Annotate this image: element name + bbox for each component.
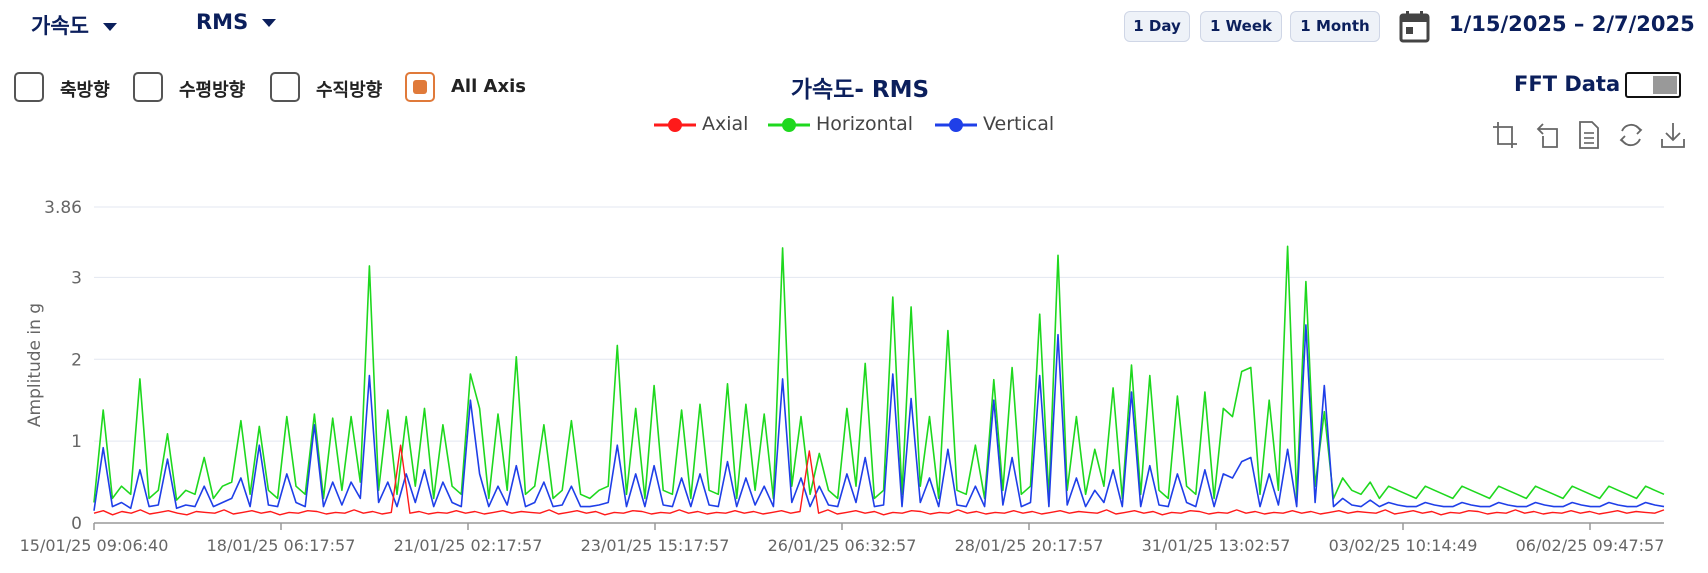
- data-view-icon[interactable]: [1575, 120, 1603, 150]
- toggle-knob: [1653, 76, 1677, 94]
- y-axis-ticks: 0 1 2 3 3.86: [44, 198, 82, 534]
- checkbox-box[interactable]: [133, 72, 163, 102]
- date-range-text[interactable]: 1/15/2025 – 2/7/2025: [1449, 12, 1695, 36]
- x-tick-label: 03/02/25 10:14:49: [1329, 536, 1478, 555]
- chevron-down-icon: [102, 23, 117, 31]
- x-tick-label: 06/02/25 09:47:57: [1516, 536, 1665, 555]
- grid-lines: [94, 206, 1664, 442]
- y-tick-label: 1: [71, 432, 82, 452]
- range-1-week-button[interactable]: 1 Week: [1200, 11, 1282, 42]
- filter-label: 수평방향: [179, 80, 246, 101]
- x-tick-label: 26/01/25 06:32:57: [768, 536, 917, 555]
- fft-data-label: FFT Data: [1514, 72, 1621, 96]
- zoom-reset-icon[interactable]: [1535, 120, 1563, 150]
- rms-line-chart[interactable]: 0 1 2 3 3.86 Amplitude in g 15/01/25 09:06:4…: [0, 180, 1708, 573]
- sensor-type-label: 가속도: [31, 14, 89, 38]
- range-1-month-button[interactable]: 1 Month: [1290, 11, 1380, 42]
- y-tick-label: 2: [71, 350, 82, 370]
- checkbox-box[interactable]: [270, 72, 300, 102]
- restore-icon[interactable]: [1617, 120, 1645, 150]
- x-tick-label: 15/01/25 09:06:40: [20, 536, 169, 555]
- filter-label: 수직방향: [316, 80, 383, 101]
- legend-label: Horizontal: [816, 113, 914, 135]
- x-tick-label: 18/01/25 06:17:57: [207, 536, 356, 555]
- x-tick-label: 31/01/25 13:02:57: [1142, 536, 1291, 555]
- legend-swatch-horizontal: [768, 118, 810, 132]
- y-tick-label: 3: [71, 268, 82, 288]
- chart-title: 가속도- RMS: [790, 77, 930, 103]
- series-line-horizontal: [93, 245, 1665, 503]
- legend-label: Vertical: [983, 113, 1055, 135]
- chevron-down-icon: [262, 19, 277, 27]
- metric-label: RMS: [196, 10, 249, 34]
- legend-label: Axial: [702, 113, 749, 135]
- range-1-day-button[interactable]: 1 Day: [1124, 11, 1190, 42]
- series-line-axial: [93, 444, 1665, 516]
- checkbox-box[interactable]: [14, 72, 44, 102]
- fft-data-toggle[interactable]: [1625, 72, 1681, 98]
- zoom-in-icon[interactable]: [1491, 120, 1519, 150]
- series-lines: [93, 245, 1665, 516]
- checkbox-box-checked[interactable]: [405, 72, 435, 102]
- y-axis-label: Amplitude in g: [25, 303, 45, 427]
- y-tick-label: 3.86: [44, 198, 82, 218]
- download-icon[interactable]: [1659, 120, 1687, 150]
- legend-swatch-axial: [654, 118, 696, 132]
- x-tick-label: 23/01/25 15:17:57: [581, 536, 730, 555]
- metric-dropdown[interactable]: RMS: [196, 10, 277, 34]
- sensor-type-dropdown[interactable]: 가속도: [31, 10, 117, 40]
- series-line-vertical: [93, 324, 1665, 511]
- filter-label: All Axis: [451, 76, 526, 97]
- y-tick-label: 0: [71, 514, 82, 534]
- x-tick-label: 28/01/25 20:17:57: [955, 536, 1104, 555]
- x-tick-label: 21/01/25 02:17:57: [394, 536, 543, 555]
- calendar-icon[interactable]: [1399, 10, 1430, 43]
- filter-label: 축방향: [60, 80, 110, 101]
- legend-swatch-vertical: [935, 118, 977, 132]
- x-axis: 15/01/25 09:06:40 18/01/25 06:17:57 21/01/…: [20, 522, 1665, 555]
